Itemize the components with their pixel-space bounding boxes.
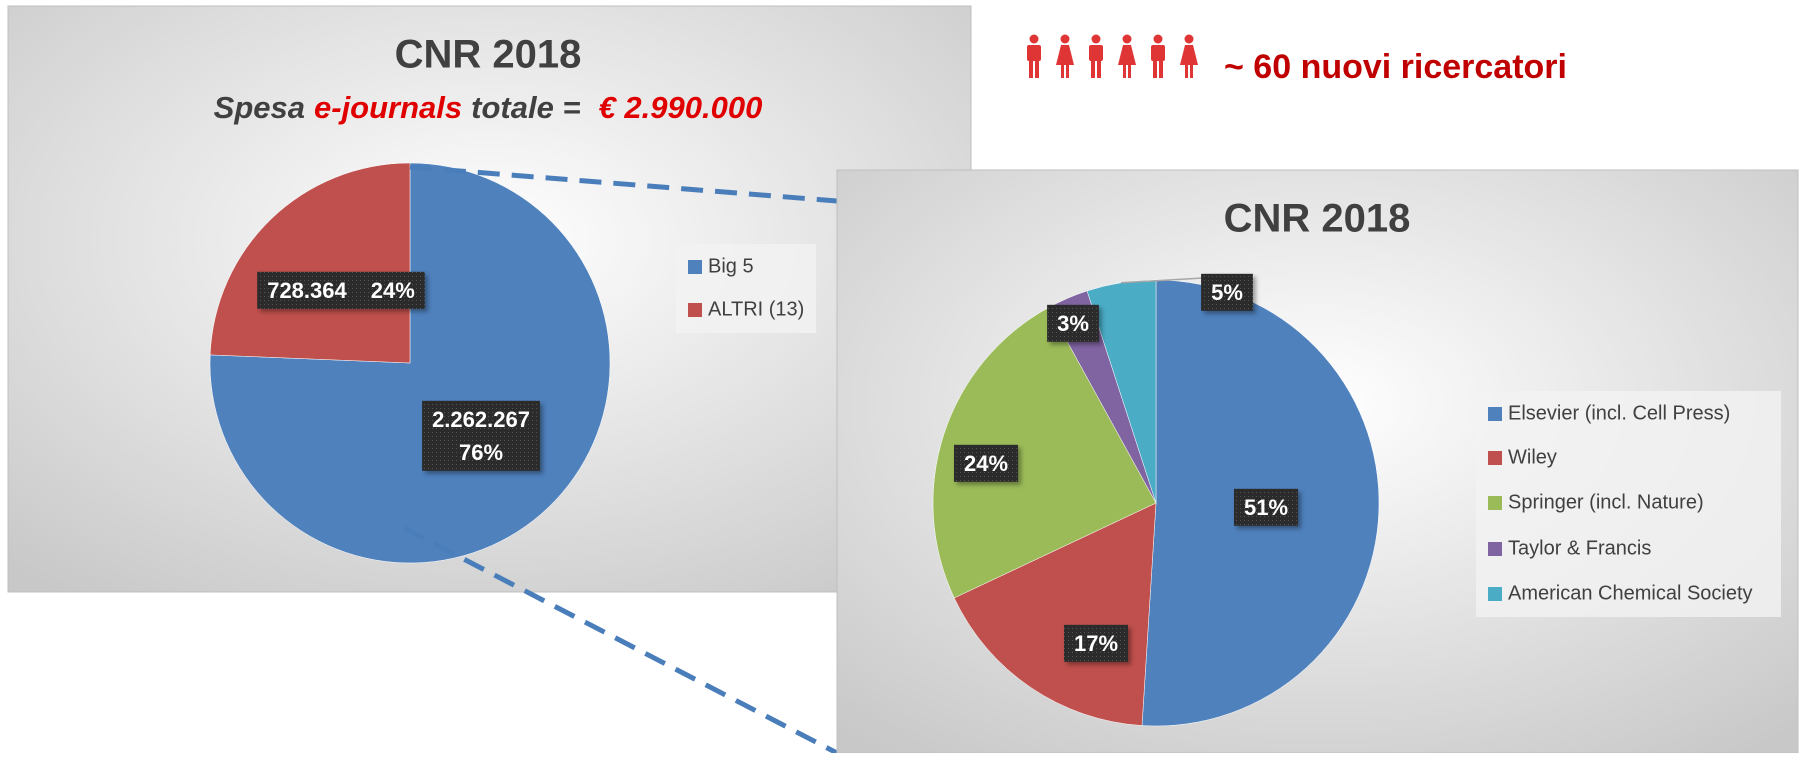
data-label: 728.364 24% — [257, 271, 425, 309]
chart-title: CNR 2018 — [1224, 197, 1411, 241]
legend-swatch — [688, 303, 702, 317]
value-label: 51% — [1244, 495, 1288, 520]
percent-label: 24% — [371, 278, 415, 303]
legend-swatch — [1488, 542, 1502, 556]
people-icons — [1027, 34, 1198, 78]
legend-label: Elsevier (incl. Cell Press) — [1508, 402, 1730, 424]
data-label: 3% — [1047, 304, 1099, 342]
value-label: 3% — [1057, 311, 1089, 336]
data-label: 17% — [1063, 624, 1129, 662]
data-label-text: 17% — [1074, 631, 1118, 656]
data-label: 2.262.267 76% — [422, 400, 540, 471]
data-label-text: 728.364 24% — [267, 278, 415, 303]
data-label-box — [1047, 304, 1099, 342]
zoom-arrow — [402, 525, 839, 756]
value-label: 24% — [964, 451, 1008, 476]
legend-swatch — [1488, 496, 1502, 510]
pie-slice — [932, 307, 1157, 599]
data-label: 5% — [1201, 273, 1253, 311]
pie-slice — [953, 502, 1157, 726]
zoom-arrow — [409, 164, 838, 204]
chart-title: CNR 2018 — [395, 33, 582, 77]
data-label-box — [1063, 624, 1129, 662]
note: ~ 60 nuovi ricercatori — [1224, 48, 1567, 86]
data-label-text: 5% — [1211, 280, 1243, 305]
legend-label: Big 5 — [708, 255, 754, 277]
data-label-box — [953, 444, 1019, 482]
legend-box — [676, 244, 816, 333]
legend-label: ALTRI (13) — [708, 298, 804, 320]
data-label-box — [422, 400, 540, 471]
value-label: 17% — [1074, 631, 1118, 656]
data-label-box — [1233, 488, 1299, 526]
chart-panel: CNR 2018 Spesa e-journals totale = € 2.990.0… — [7, 5, 972, 593]
legend-label: Taylor & Francis — [1508, 537, 1651, 559]
data-label-box — [257, 271, 425, 309]
subtitle-part: € 2.990.000 — [599, 90, 763, 125]
legend-swatch — [1488, 451, 1502, 465]
legend-label: Springer (incl. Nature) — [1508, 491, 1704, 513]
data-label-text: 3% — [1057, 311, 1089, 336]
subtitle-part: Spesa — [214, 90, 305, 125]
pie-slice — [209, 162, 411, 364]
data-label-text: 2.262.267 76% — [432, 407, 530, 465]
value-label: 2.262.267 — [432, 407, 530, 432]
legend-swatch — [1488, 407, 1502, 421]
legend-label: Wiley — [1508, 446, 1557, 468]
data-label-text: 51% — [1244, 495, 1288, 520]
subtitle-part: totale = — [471, 90, 580, 125]
chart-panel: CNR 2018 51% 17% 24% 3% 5% Elsevier (incl. Cel… — [836, 169, 1799, 754]
legend-label: American Chemical Society — [1508, 582, 1753, 604]
value-label: 728.364 — [267, 278, 347, 303]
subtitle-part: e-journals — [314, 90, 462, 125]
legend-box — [1476, 391, 1781, 617]
data-label: 24% — [953, 444, 1019, 482]
legend-swatch — [1488, 587, 1502, 601]
chart-subtitle: Spesa e-journals totale = € 2.990.000 — [214, 90, 763, 125]
data-label-text: 24% — [964, 451, 1008, 476]
data-label: 51% — [1233, 488, 1299, 526]
data-label-box — [1201, 273, 1253, 311]
legend-swatch — [688, 260, 702, 274]
percent-label: 76% — [459, 440, 503, 465]
value-label: 5% — [1211, 280, 1243, 305]
